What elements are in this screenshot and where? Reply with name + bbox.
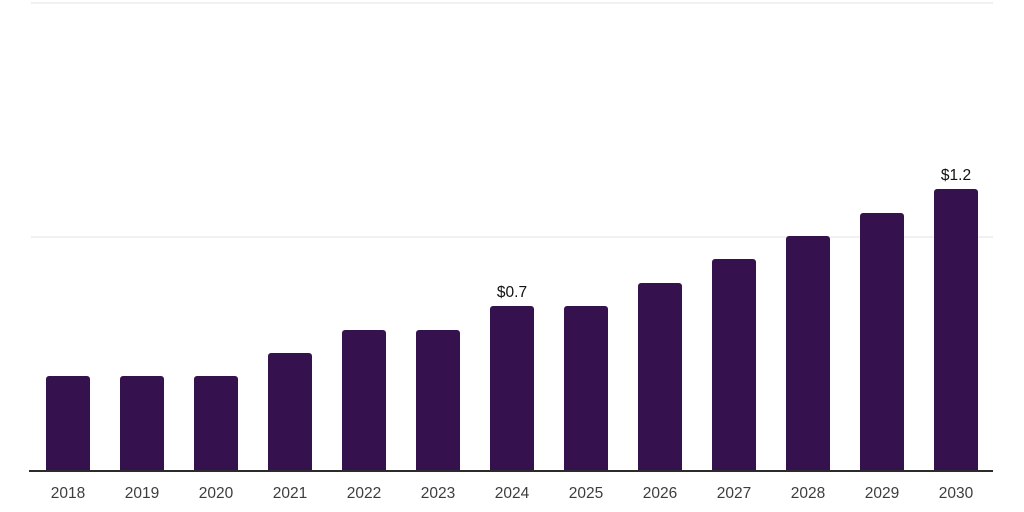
bar-2022 <box>342 329 386 470</box>
bar-2019 <box>120 376 164 470</box>
plot-area: $0.7 $1.2 <box>29 2 993 472</box>
x-axis-label-2020: 2020 <box>198 485 234 502</box>
bar-2023 <box>416 329 460 470</box>
x-axis-label-2030: 2030 <box>938 485 974 502</box>
x-axis-label-2025: 2025 <box>568 485 604 502</box>
bar-2028 <box>786 236 830 470</box>
bar-2030 <box>934 189 978 470</box>
x-axis-labels: 2018 2019 2020 2021 2022 2023 2024 2025 2026 2027… <box>31 486 993 508</box>
gridline-2 <box>31 2 993 4</box>
x-axis-label-2022: 2022 <box>346 485 382 502</box>
data-label-2024: $0.7 <box>496 283 528 301</box>
x-axis-label-2018: 2018 <box>50 485 86 502</box>
gridline-1 <box>31 236 993 238</box>
data-label-2030: $1.2 <box>940 166 972 184</box>
x-axis-label-2019: 2019 <box>124 485 160 502</box>
bar-2025 <box>564 306 608 470</box>
x-axis-label-2021: 2021 <box>272 485 308 502</box>
bar-2018 <box>46 376 90 470</box>
bar-2026 <box>638 282 682 470</box>
x-axis-label-2023: 2023 <box>420 485 456 502</box>
x-axis-label-2024: 2024 <box>494 485 530 502</box>
bar-2024 <box>490 306 534 470</box>
x-axis-line <box>29 470 993 472</box>
bar-2020 <box>194 376 238 470</box>
x-axis-label-2026: 2026 <box>642 485 678 502</box>
x-axis-label-2028: 2028 <box>790 485 826 502</box>
bar-2021 <box>268 353 312 470</box>
x-axis-label-2027: 2027 <box>716 485 752 502</box>
x-axis-label-2029: 2029 <box>864 485 900 502</box>
bar-2029 <box>860 212 904 470</box>
bar-2027 <box>712 259 756 470</box>
